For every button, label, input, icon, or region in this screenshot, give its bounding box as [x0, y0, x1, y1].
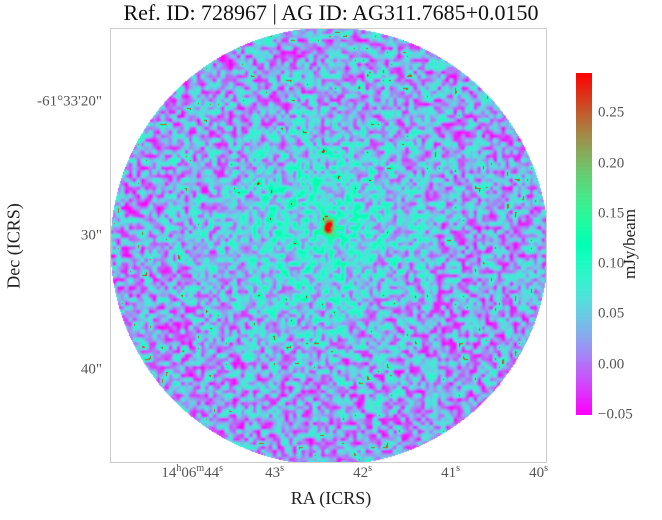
colorbar-label: mJy/beam: [620, 209, 639, 279]
x-tick-label: 14h06m44s: [161, 463, 223, 481]
colorbar: [576, 73, 592, 415]
colorbar-tick-label: 0.05: [598, 305, 625, 322]
y-axis-label: Dec (ICRS): [3, 203, 24, 289]
colorbar-tick-label: 0.15: [598, 205, 625, 222]
colorbar-tick-label: 0.10: [598, 255, 625, 272]
x-tick-label: 42s: [353, 463, 372, 481]
chart-title: Ref. ID: 728967 | AG ID: AG311.7685+0.01…: [123, 0, 539, 25]
colorbar-tick-label: 0.25: [598, 104, 625, 121]
colorbar-tick-label: 0.20: [598, 155, 625, 172]
y-tick-label: 40": [80, 361, 102, 378]
intensity-map: [110, 28, 547, 463]
plot-frame: [110, 28, 547, 463]
x-tick-label: 40s: [529, 463, 548, 481]
colorbar-tick-label: −0.05: [598, 406, 633, 423]
y-tick-label: 30": [80, 227, 102, 244]
x-tick-label: 43s: [265, 463, 284, 481]
y-tick-label: -61°33'20": [37, 93, 102, 110]
colorbar-tick-label: 0.00: [598, 356, 625, 373]
x-axis-label: RA (ICRS): [290, 488, 372, 508]
x-tick-label: 41s: [441, 463, 460, 481]
